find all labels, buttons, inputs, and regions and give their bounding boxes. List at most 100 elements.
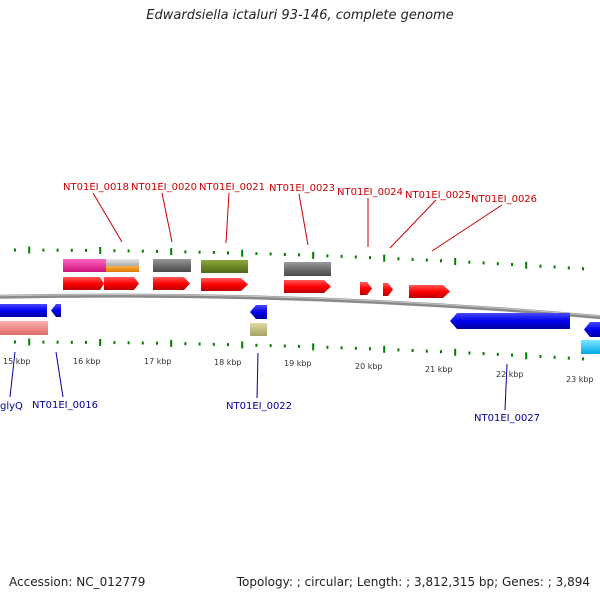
- gc-tick: [454, 258, 457, 265]
- gene-label: NT01EI_0023: [269, 183, 335, 194]
- forward-gene-labels: NT01EI_0018 NT01EI_0020 NT01EI_0021 NT01…: [63, 182, 537, 252]
- annotation-track-lower: [0, 321, 600, 354]
- gc-tick: [383, 254, 386, 262]
- accession-value: NC_012779: [76, 575, 146, 589]
- gc-tick: [440, 350, 442, 354]
- gc-tick: [511, 263, 513, 266]
- scale-tick-label: 17 kbp: [144, 357, 172, 366]
- label-leader-line: [504, 363, 508, 411]
- genome-backbone-highlight: [0, 294, 600, 317]
- gc-tick: [127, 341, 130, 345]
- map-title: Edwardsiella ictaluri 93-146, complete g…: [146, 8, 454, 23]
- length-label: Length:: [356, 575, 403, 589]
- feature-box-magenta: [63, 259, 106, 272]
- scale-tick-label: 18 kbp: [214, 358, 242, 367]
- gc-tick: [582, 267, 584, 271]
- gc-tick: [468, 351, 471, 355]
- scale-tick-label: 19 kbp: [284, 359, 312, 368]
- forward-gene-arrow: [153, 277, 190, 290]
- gc-content-upper-track: [14, 246, 584, 271]
- accession-info: Accession: NC_012779: [9, 575, 145, 589]
- gc-tick: [326, 345, 329, 349]
- gc-tick: [42, 340, 45, 344]
- genome-backbone: [0, 293, 600, 320]
- gc-tick: [14, 340, 16, 344]
- gene-label: glyQ: [0, 401, 23, 412]
- gc-tick: [156, 341, 158, 345]
- gc-tick: [14, 248, 16, 252]
- forward-gene-arrow: [104, 277, 139, 290]
- gc-tick: [567, 266, 570, 270]
- gc-tick: [141, 249, 144, 253]
- gene-label: NT01EI_0021: [199, 182, 265, 193]
- accession-label: Accession:: [9, 575, 73, 589]
- reverse-gene-arrow: [584, 322, 600, 337]
- gc-tick: [383, 345, 386, 353]
- label-leader-line: [256, 352, 259, 399]
- forward-gene-arrow: [383, 283, 393, 296]
- gc-tick: [354, 346, 357, 350]
- gc-tick: [70, 248, 73, 252]
- forward-gene-arrow: [409, 285, 450, 298]
- gc-tick: [28, 246, 31, 254]
- reverse-gene-arrow: [450, 313, 570, 329]
- gc-tick: [496, 262, 499, 266]
- gc-tick: [184, 250, 187, 254]
- scale-tick-label: 15 kbp: [3, 357, 31, 366]
- gc-tick: [241, 341, 244, 349]
- gc-tick: [227, 343, 229, 347]
- label-leader-line: [431, 204, 503, 252]
- length-info: Length: 3,812,315 bp: [349, 575, 494, 589]
- gc-tick: [156, 249, 158, 253]
- gc-tick: [255, 343, 258, 347]
- feature-box-olive: [201, 260, 248, 273]
- gc-tick: [454, 348, 457, 356]
- gc-tick: [113, 341, 116, 345]
- scale-tick-label: 23 kbp: [566, 375, 594, 384]
- gc-tick: [369, 347, 371, 351]
- gc-tick: [411, 349, 414, 352]
- gc-tick: [397, 257, 400, 261]
- gc-tick: [525, 352, 528, 360]
- gc-tick: [425, 258, 428, 262]
- gc-tick: [283, 253, 286, 256]
- label-leader-line: [9, 351, 16, 398]
- reverse-gene-labels: glyQ NT01EI_0016 NT01EI_0022 NT01EI_0027: [0, 351, 540, 424]
- reverse-strand-genes: [0, 304, 600, 337]
- gc-tick: [255, 252, 258, 256]
- gc-tick: [198, 342, 201, 346]
- feature-box-salmon: [0, 321, 48, 335]
- gc-tick: [28, 338, 31, 346]
- gene-label: NT01EI_0026: [471, 194, 537, 205]
- scale-tick-label: 16 kbp: [73, 357, 101, 366]
- gc-tick: [99, 339, 102, 346]
- feature-box-cyan: [581, 340, 600, 354]
- gc-tick: [411, 257, 414, 261]
- forward-gene-arrow: [284, 280, 331, 293]
- feature-box-khaki: [250, 323, 267, 336]
- gc-tick: [511, 353, 513, 357]
- gc-tick: [298, 253, 300, 257]
- gc-tick: [127, 249, 130, 253]
- scale-labels: 15 kbp 16 kbp 17 kbp 18 kbp 19 kbp 20 kb…: [3, 357, 594, 384]
- gc-tick: [170, 339, 173, 347]
- gene-label: NT01EI_0025: [405, 190, 471, 201]
- gc-tick: [56, 248, 59, 252]
- label-leader-line: [161, 192, 173, 243]
- gc-tick: [99, 247, 102, 254]
- feature-box-orange: [106, 266, 139, 272]
- label-leader-line: [298, 193, 309, 246]
- gc-tick: [141, 341, 144, 345]
- gc-tick: [425, 349, 428, 353]
- gc-tick: [198, 250, 201, 254]
- gc-tick: [269, 252, 272, 256]
- gc-tick: [468, 260, 471, 264]
- gc-tick: [525, 261, 528, 269]
- gc-tick: [539, 264, 542, 268]
- gc-tick: [85, 248, 87, 252]
- gc-tick: [42, 248, 45, 252]
- gc-tick: [369, 256, 371, 260]
- gene-label: NT01EI_0016: [32, 400, 98, 411]
